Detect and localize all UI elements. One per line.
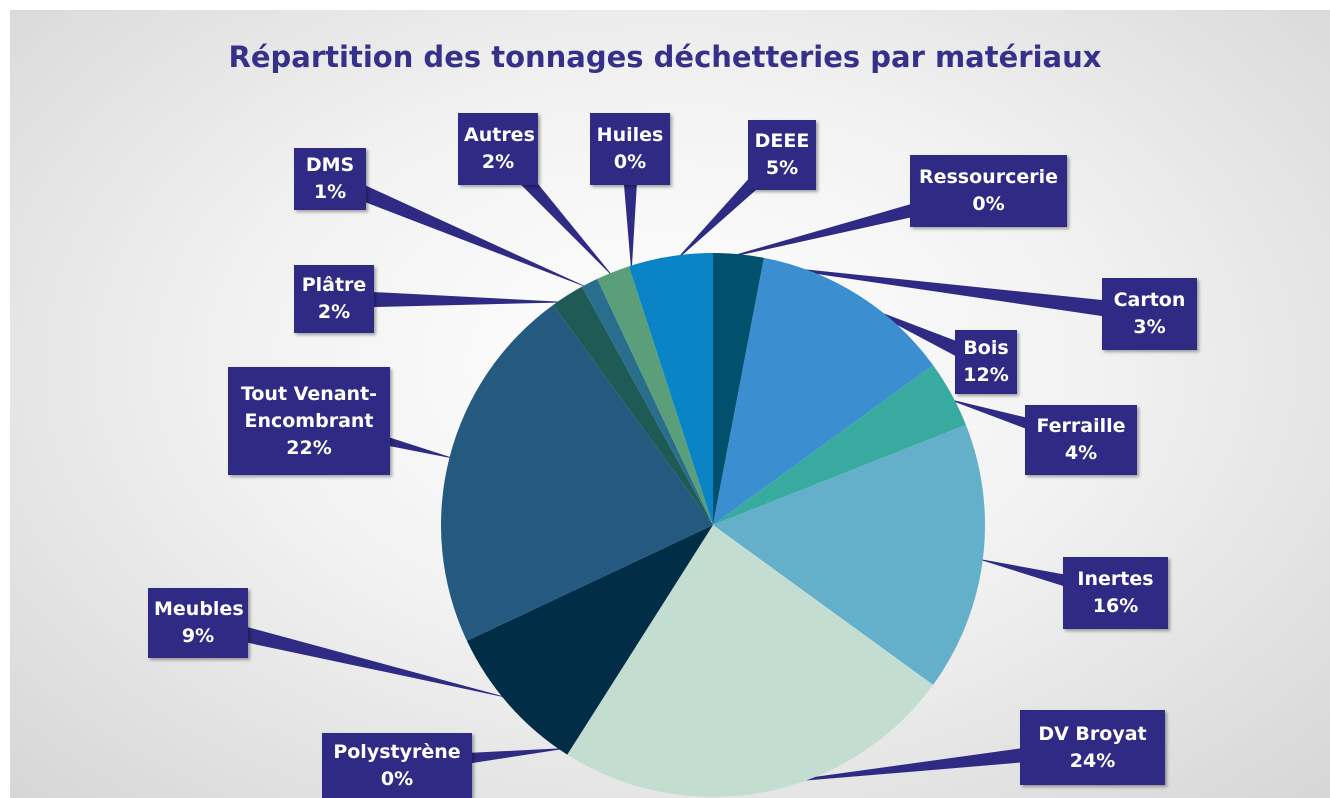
value-label: 4% [1064, 442, 1098, 464]
label-leader [195, 614, 516, 700]
chart-title: Répartition des tonnages déchetteries pa… [228, 40, 1102, 74]
data-label: Ferraille 4% [1025, 405, 1137, 475]
data-label: Autres 2% [458, 113, 538, 185]
category-label: Inertes [1077, 568, 1154, 590]
pie-slice [466, 525, 713, 755]
slices [441, 253, 985, 797]
category-label: Polystyrène [333, 740, 461, 763]
pie-slice [553, 286, 713, 525]
category-label: Ferraille [1036, 415, 1126, 437]
data-label: Tout Venant-Encombrant 22% [228, 367, 390, 475]
category-label: Carton [1113, 289, 1186, 311]
pie-slice [597, 266, 713, 525]
data-label: DEEE 5% [748, 120, 816, 190]
data-label: Plâtre 2% [294, 265, 374, 333]
label-leader [333, 290, 572, 308]
value-label: 9% [181, 625, 215, 647]
data-label: Huiles 0% [590, 113, 670, 185]
pie-slice [713, 424, 985, 685]
category-label: Autres [464, 124, 535, 146]
category-label: Huiles [596, 124, 664, 146]
value-label: 1% [313, 181, 347, 203]
category-label: Bois [963, 337, 1009, 359]
data-label: Carton 3% [1102, 278, 1197, 350]
category-label: Plâtre [301, 274, 367, 296]
category-label: DEEE [754, 130, 810, 152]
value-label: 5% [765, 157, 799, 179]
label-leader [737, 262, 1151, 323]
data-label: DMS 1% [294, 148, 366, 210]
label-leader [326, 170, 594, 290]
pie-slice [628, 253, 713, 525]
pie-slice [441, 304, 713, 641]
pie-slice [713, 253, 764, 525]
value-label: 2% [317, 301, 351, 323]
value-label: 22% [286, 436, 332, 459]
data-label: Ressourcerie 0% [910, 155, 1067, 227]
category-label: Tout Venant-Encombrant [240, 382, 378, 432]
category-label: Meubles [154, 598, 244, 620]
pie-chart [195, 142, 1151, 797]
data-label: Inertes 16% [1063, 557, 1168, 629]
leader-lines [195, 142, 1151, 785]
data-label: Meubles 9% [148, 588, 248, 658]
pie-slice [713, 365, 966, 525]
category-label: Ressourcerie [918, 166, 1058, 188]
value-label: 16% [1092, 595, 1139, 617]
value-label: 24% [1069, 749, 1116, 772]
pie-slice [581, 278, 713, 525]
data-label: Polystyrène 0% [322, 733, 472, 798]
value-label: 2% [481, 151, 515, 173]
value-label: 12% [963, 364, 1009, 386]
value-label: 3% [1133, 316, 1166, 338]
value-label: 0% [380, 767, 414, 790]
data-label: DV Broyat 24% [1020, 710, 1165, 785]
label-leader [762, 738, 1094, 785]
category-label: DV Broyat [1038, 722, 1147, 745]
pie-slice [713, 257, 934, 525]
data-label: Bois 12% [955, 330, 1017, 394]
value-label: 0% [613, 151, 647, 173]
value-label: 0% [972, 193, 1005, 215]
category-label: DMS [305, 154, 355, 176]
chart-area: Répartition des tonnages déchetteries pa… [10, 10, 1330, 798]
pie-slice [567, 525, 934, 797]
